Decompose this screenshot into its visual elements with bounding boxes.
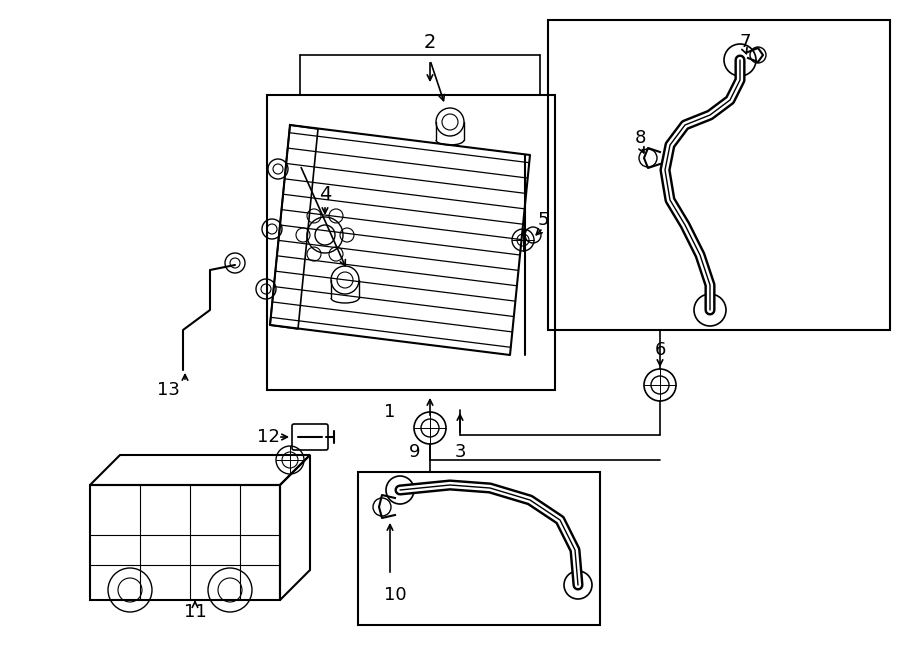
Text: 1: 1 xyxy=(384,403,396,421)
Bar xyxy=(358,472,600,625)
Bar xyxy=(548,20,890,330)
Text: 13: 13 xyxy=(157,381,179,399)
Text: 2: 2 xyxy=(424,32,436,52)
Text: 3: 3 xyxy=(454,443,466,461)
Text: 5: 5 xyxy=(537,211,549,229)
Text: 10: 10 xyxy=(383,586,406,604)
Text: 8: 8 xyxy=(634,129,645,147)
Text: 6: 6 xyxy=(654,341,666,359)
Text: 9: 9 xyxy=(410,443,421,461)
Text: 11: 11 xyxy=(184,603,206,621)
Text: 7: 7 xyxy=(739,33,751,51)
Text: 12: 12 xyxy=(256,428,279,446)
Bar xyxy=(267,95,555,390)
Text: 4: 4 xyxy=(319,186,331,204)
